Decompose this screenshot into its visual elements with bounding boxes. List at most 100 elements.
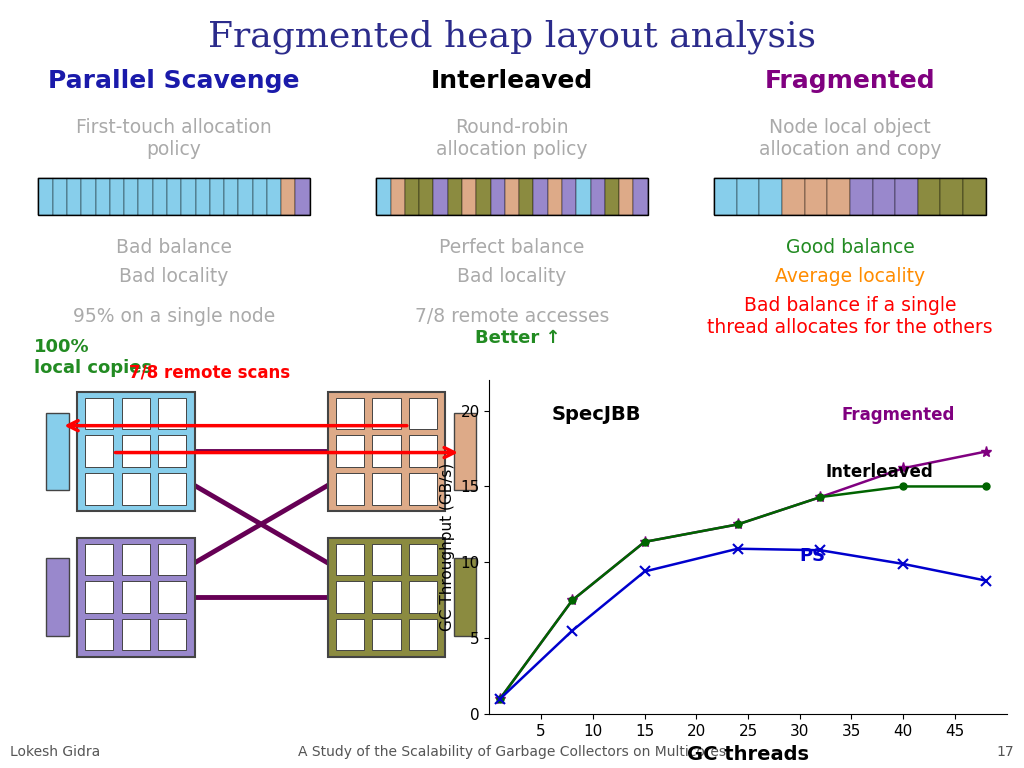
- Text: 95% on a single node: 95% on a single node: [73, 307, 275, 326]
- Bar: [591, 178, 605, 215]
- Bar: [122, 581, 150, 613]
- X-axis label: GC threads: GC threads: [687, 744, 809, 763]
- Bar: [715, 178, 985, 215]
- Bar: [336, 398, 365, 429]
- Bar: [167, 178, 181, 215]
- Bar: [605, 178, 620, 215]
- Bar: [454, 558, 476, 636]
- Bar: [419, 178, 433, 215]
- Bar: [505, 178, 519, 215]
- Bar: [85, 473, 114, 505]
- Bar: [377, 178, 648, 215]
- Bar: [940, 178, 963, 215]
- Bar: [81, 178, 95, 215]
- Text: Perfect balance: Perfect balance: [439, 238, 585, 257]
- Bar: [373, 544, 400, 575]
- Bar: [336, 619, 365, 650]
- Bar: [534, 178, 548, 215]
- Bar: [196, 178, 210, 215]
- Bar: [77, 538, 195, 657]
- Bar: [336, 544, 365, 575]
- Bar: [715, 178, 737, 215]
- Bar: [77, 392, 195, 511]
- Bar: [409, 435, 437, 467]
- Bar: [85, 435, 114, 467]
- Bar: [373, 581, 400, 613]
- Bar: [404, 178, 419, 215]
- Bar: [46, 412, 69, 490]
- Bar: [782, 178, 805, 215]
- Bar: [373, 435, 400, 467]
- Bar: [872, 178, 895, 215]
- Bar: [39, 178, 52, 215]
- Bar: [85, 544, 114, 575]
- Bar: [122, 619, 150, 650]
- Text: SpecJBB: SpecJBB: [552, 406, 641, 424]
- Bar: [282, 178, 296, 215]
- Bar: [158, 398, 186, 429]
- Text: PS: PS: [800, 547, 826, 564]
- Bar: [85, 581, 114, 613]
- Text: Bad locality: Bad locality: [458, 267, 566, 286]
- Bar: [409, 619, 437, 650]
- Text: A Study of the Scalability of Garbage Collectors on Multicores: A Study of the Scalability of Garbage Co…: [298, 745, 726, 759]
- Bar: [181, 178, 196, 215]
- Bar: [918, 178, 940, 215]
- Bar: [827, 178, 850, 215]
- Bar: [336, 435, 365, 467]
- Bar: [224, 178, 239, 215]
- Bar: [158, 581, 186, 613]
- Bar: [490, 178, 505, 215]
- Bar: [153, 178, 167, 215]
- Bar: [409, 398, 437, 429]
- Bar: [158, 544, 186, 575]
- Bar: [39, 178, 309, 215]
- Text: Node local object
allocation and copy: Node local object allocation and copy: [759, 118, 941, 159]
- Bar: [158, 619, 186, 650]
- Text: Interleaved: Interleaved: [431, 68, 593, 93]
- Y-axis label: GC Throughput (GB/s): GC Throughput (GB/s): [440, 463, 455, 631]
- Bar: [85, 398, 114, 429]
- Bar: [158, 435, 186, 467]
- Bar: [462, 178, 476, 215]
- Bar: [433, 178, 447, 215]
- Bar: [805, 178, 827, 215]
- Bar: [138, 178, 153, 215]
- Bar: [239, 178, 253, 215]
- Bar: [110, 178, 124, 215]
- Bar: [328, 538, 445, 657]
- Bar: [390, 178, 404, 215]
- Bar: [122, 435, 150, 467]
- Bar: [336, 581, 365, 613]
- Bar: [409, 581, 437, 613]
- Bar: [158, 473, 186, 505]
- Text: Bad balance: Bad balance: [116, 238, 232, 257]
- Text: Lokesh Gidra: Lokesh Gidra: [10, 745, 100, 759]
- Bar: [85, 619, 114, 650]
- Text: Round-robin
allocation policy: Round-robin allocation policy: [436, 118, 588, 159]
- Bar: [124, 178, 138, 215]
- Text: 17: 17: [996, 745, 1014, 759]
- Text: Better ↑: Better ↑: [475, 329, 561, 347]
- Bar: [253, 178, 267, 215]
- Bar: [409, 473, 437, 505]
- Bar: [373, 473, 400, 505]
- Text: 7/8 remote accesses: 7/8 remote accesses: [415, 307, 609, 326]
- Bar: [95, 178, 110, 215]
- Bar: [67, 178, 81, 215]
- Bar: [377, 178, 390, 215]
- Bar: [336, 473, 365, 505]
- Bar: [634, 178, 647, 215]
- Text: Bad balance if a single
thread allocates for the others: Bad balance if a single thread allocates…: [708, 296, 992, 337]
- Bar: [620, 178, 634, 215]
- Text: Fragmented: Fragmented: [841, 406, 954, 424]
- Text: Bad locality: Bad locality: [120, 267, 228, 286]
- Text: Fragmented: Fragmented: [765, 68, 935, 93]
- Bar: [373, 398, 400, 429]
- Bar: [122, 398, 150, 429]
- Text: First-touch allocation
policy: First-touch allocation policy: [76, 118, 272, 159]
- Bar: [447, 178, 462, 215]
- Bar: [122, 544, 150, 575]
- Bar: [373, 619, 400, 650]
- Text: 100%
local copies: 100% local copies: [34, 338, 152, 376]
